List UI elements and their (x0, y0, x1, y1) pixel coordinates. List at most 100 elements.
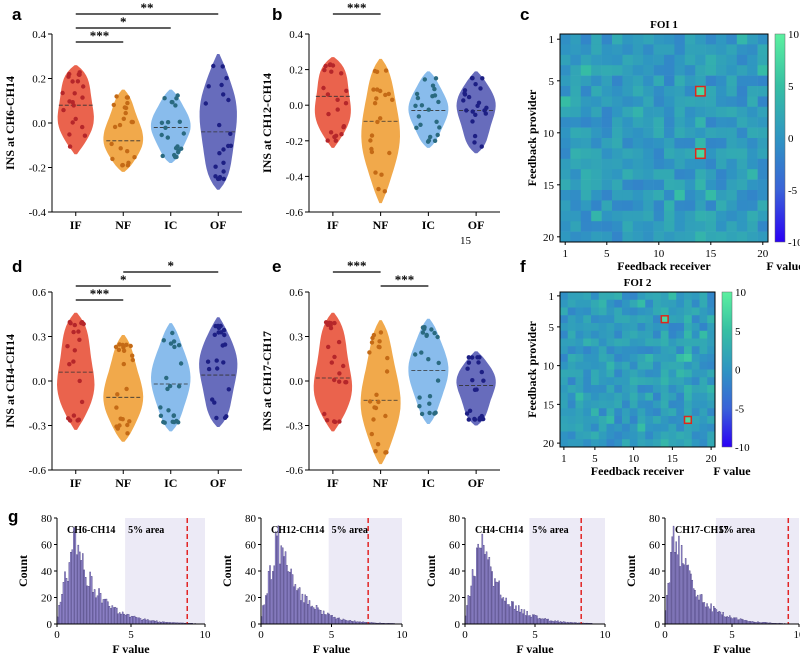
y-axis-label: INS at CH12-CH14 (260, 73, 274, 173)
histogram-bar (729, 615, 731, 625)
y-tick-label: 0.0 (32, 118, 46, 130)
data-point (203, 101, 208, 106)
histogram-bar (469, 596, 471, 625)
data-point (322, 411, 327, 417)
histogram-bar (666, 595, 668, 625)
heatmap-cell (699, 400, 708, 409)
heatmap-cell (653, 158, 665, 170)
panel-label-a: a (12, 5, 22, 24)
heatmap-cell (643, 179, 654, 191)
heatmap-cell (699, 361, 708, 370)
heatmap-cell (601, 44, 613, 56)
heatmap-cell (612, 106, 623, 118)
data-point (130, 353, 135, 358)
x-tick-label: 0 (54, 629, 60, 641)
heatmap-cell (598, 323, 607, 332)
heatmap-cell (757, 221, 769, 232)
heatmap-cell (560, 75, 571, 87)
heatmap-cell (653, 439, 662, 448)
data-point (482, 108, 487, 113)
x-tick-label: 0 (662, 629, 668, 641)
heatmap-cell (567, 361, 576, 370)
heatmap-cell (614, 416, 623, 425)
heatmap-cell (705, 179, 717, 191)
heatmap-cell (629, 408, 638, 417)
data-point (479, 413, 484, 419)
violin-body (151, 323, 191, 432)
histogram-bar (491, 571, 493, 625)
data-point (217, 175, 223, 180)
data-point (367, 399, 373, 404)
colorbar-label: F value (713, 464, 751, 478)
data-point (328, 323, 333, 328)
data-point (466, 355, 471, 360)
histogram-bar (284, 551, 287, 625)
data-point (167, 383, 173, 389)
histogram-bar (133, 615, 136, 625)
heatmap-cell (695, 75, 706, 87)
heatmap-cell (580, 169, 592, 180)
heatmap-cell (629, 330, 638, 339)
heatmap-cell (736, 127, 748, 139)
histogram-title: CH12-CH14 (271, 525, 324, 536)
heatmap-cell (653, 338, 662, 347)
data-point (206, 84, 211, 89)
heatmap-cell (560, 221, 571, 232)
heatmap-cell (560, 408, 569, 417)
histogram-bar (719, 611, 722, 625)
heatmap-cell (622, 385, 631, 394)
heatmap-cell (684, 138, 696, 149)
data-point (413, 352, 418, 357)
heatmap-cell (601, 96, 613, 108)
heatmap-cell (716, 190, 727, 201)
y-tick-label: 5 (549, 322, 555, 334)
histogram-bar (522, 613, 524, 625)
histogram-bar (743, 620, 746, 625)
y-tick-label: 60 (649, 540, 661, 552)
heatmap-cell (598, 408, 607, 417)
heatmap-cell (637, 307, 646, 316)
histogram-bar (696, 594, 699, 625)
heatmap-cell (757, 158, 769, 170)
colorbar-tick-label: -10 (788, 237, 800, 249)
y-tick-label: 1 (549, 291, 555, 303)
stray-label: 15 (460, 235, 472, 247)
heatmap-cell (567, 423, 576, 432)
data-point (164, 375, 169, 381)
heatmap-cell (653, 138, 665, 149)
heatmap-cell (643, 65, 654, 76)
area-label: 5% area (532, 525, 568, 536)
heatmap-cell (567, 299, 576, 308)
histogram-bar (290, 568, 292, 625)
heatmap-cell (695, 138, 706, 149)
histogram-bar (687, 564, 689, 625)
heatmap-cell (716, 158, 727, 170)
data-point (378, 88, 383, 94)
histogram-bar (298, 587, 301, 625)
data-point (221, 176, 226, 182)
histogram-bar (331, 615, 333, 625)
significance-label: * (120, 272, 127, 287)
histogram-bar (513, 608, 516, 625)
y-tick-label: -0.2 (29, 163, 46, 175)
data-point (222, 415, 228, 420)
heatmap-cell (747, 138, 758, 149)
colorbar-tick-label: 10 (735, 287, 747, 299)
heatmap-cell (580, 65, 592, 76)
heatmap-cell (591, 148, 602, 160)
y-tick-label: 20 (449, 593, 461, 605)
heatmap-cell (622, 138, 634, 149)
histogram-bar (667, 583, 669, 625)
heatmap-cell (684, 210, 696, 222)
histogram-bar (706, 603, 708, 625)
histogram-bar (142, 619, 145, 625)
heatmap-cell (591, 179, 602, 191)
x-tick-label: OF (210, 476, 227, 490)
histogram-bar (709, 608, 711, 625)
heatmap-cell (726, 169, 738, 180)
histogram-bar (104, 598, 106, 625)
heatmap-cell (660, 431, 669, 440)
x-tick-label: 0 (258, 629, 264, 641)
data-point (181, 131, 186, 136)
histogram-bar (129, 617, 131, 625)
